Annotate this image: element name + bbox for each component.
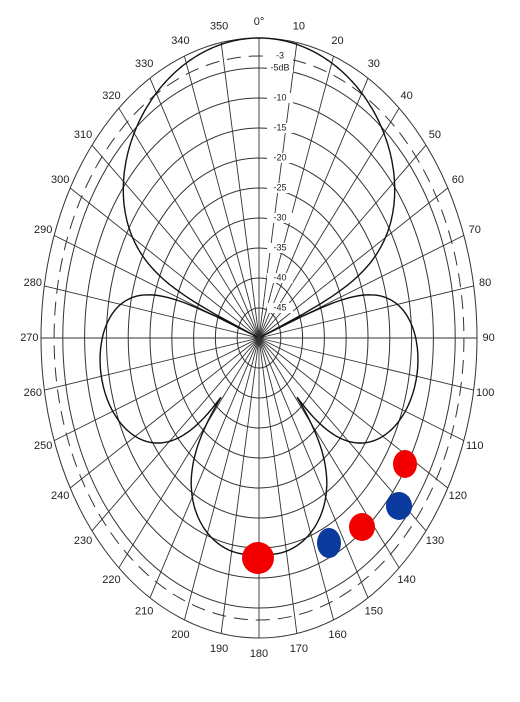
angle-label: 90: [483, 332, 495, 344]
db-label-bg: [267, 183, 293, 193]
db-label-bg: [267, 243, 293, 253]
db-label: -25: [273, 182, 286, 192]
spoke: [220, 42, 260, 339]
spoke: [91, 144, 260, 339]
spoke: [44, 285, 260, 339]
angle-label: 130: [426, 535, 444, 547]
db-label-bg: [267, 51, 293, 61]
angle-label: 340: [171, 35, 189, 47]
angle-label: 260: [24, 387, 42, 399]
spoke: [44, 337, 260, 391]
angle-label: 350: [210, 21, 228, 33]
spoke: [220, 337, 260, 634]
spoke: [258, 337, 334, 621]
angle-label: 240: [51, 490, 69, 502]
db-label-bg: [267, 303, 293, 313]
db-label-bg: [267, 213, 293, 223]
spoke: [258, 337, 369, 598]
angle-label: 230: [74, 535, 92, 547]
angle-label: 180: [250, 648, 268, 660]
angle-label: 200: [171, 629, 189, 641]
spoke: [53, 337, 260, 442]
spoke: [184, 337, 260, 621]
angle-label: 70: [469, 224, 481, 236]
blue-dot: [386, 492, 412, 520]
angle-label: 300: [51, 174, 69, 186]
db-label: -45: [273, 302, 286, 312]
angle-label: 210: [135, 606, 153, 618]
db-label-bg: [267, 93, 293, 103]
db-label: -15: [273, 122, 286, 132]
angle-label: 20: [331, 35, 343, 47]
db-label: -10: [273, 92, 286, 102]
angle-label: 110: [466, 440, 484, 452]
spoke: [258, 337, 474, 391]
angle-label: 170: [290, 643, 308, 655]
spoke: [184, 55, 260, 339]
blue-dot: [317, 528, 341, 558]
spoke: [258, 337, 298, 634]
angle-label: 270: [20, 332, 38, 344]
angle-label: 310: [74, 129, 92, 141]
db-label-bg: [267, 153, 293, 163]
spoke: [69, 187, 260, 339]
angle-label: 30: [368, 58, 380, 70]
red-dot: [242, 542, 274, 574]
angle-label: 0°: [254, 16, 265, 28]
spoke: [258, 337, 465, 442]
angle-label: 160: [328, 629, 346, 641]
spoke: [258, 78, 369, 339]
angle-label: 280: [24, 277, 42, 289]
angle-label: 320: [102, 90, 120, 102]
angle-label: 40: [400, 90, 412, 102]
db-label: -20: [273, 152, 286, 162]
angle-label: 100: [476, 387, 494, 399]
angle-label: 330: [135, 58, 153, 70]
angle-label: 80: [479, 277, 491, 289]
angle-label: 220: [102, 574, 120, 586]
red-dot: [349, 513, 375, 541]
angle-label: 10: [293, 21, 305, 33]
labels: 0° 10 20 30 40 50 60 70 80 90 100 110 120 130 140 150 16…: [20, 16, 495, 660]
db-label: -3: [276, 50, 284, 60]
db-label: -35: [273, 242, 286, 252]
angle-label: 60: [452, 174, 464, 186]
red-dot: [393, 450, 417, 478]
angle-label: 290: [34, 224, 52, 236]
db-label-bg: [267, 63, 293, 73]
db-label: -40: [273, 272, 286, 282]
spoke: [258, 285, 474, 339]
spoke: [118, 107, 260, 339]
db-label: -5dB: [270, 62, 289, 72]
spoke: [258, 337, 400, 569]
angle-label: 190: [210, 643, 228, 655]
spoke: [258, 107, 400, 339]
grid: [40, 37, 478, 639]
db-label: -30: [273, 212, 286, 222]
db-label-bg: [267, 273, 293, 283]
spoke: [149, 78, 260, 339]
db-label-bg: [267, 123, 293, 133]
angle-label: 150: [365, 606, 383, 618]
angle-label: 120: [449, 490, 467, 502]
spoke: [258, 55, 334, 339]
angle-label: 250: [34, 440, 52, 452]
spoke: [69, 337, 260, 489]
angle-label: 140: [397, 574, 415, 586]
spoke: [149, 337, 260, 598]
spoke: [118, 337, 260, 569]
spoke: [91, 337, 260, 532]
angle-label: 50: [429, 129, 441, 141]
